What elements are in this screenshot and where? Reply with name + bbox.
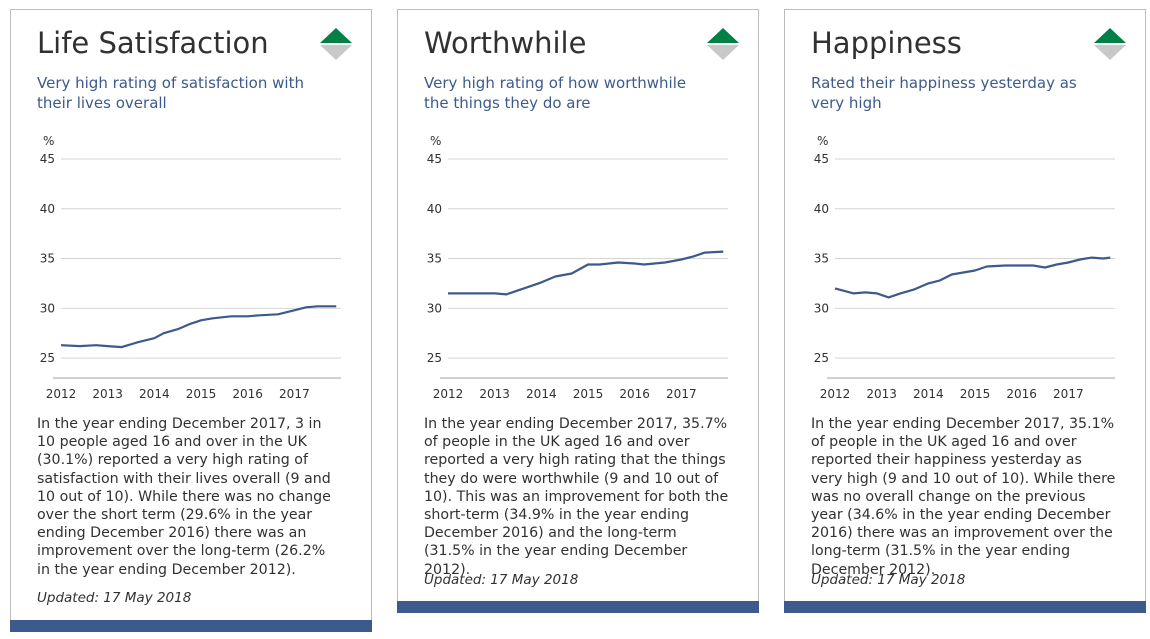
indicator-up-icon [707, 28, 739, 43]
indicator-down-icon [1094, 45, 1126, 60]
y-tick-label: 35 [814, 252, 829, 266]
trend-indicator-icon [707, 28, 739, 60]
card-description: In the year ending December 2017, 3 in 1… [37, 416, 331, 578]
card-description: In the year ending December 2017, 35.7% … [424, 416, 729, 578]
indicator-down-icon [707, 45, 739, 60]
card-happiness: Happiness Rated their happiness yesterda… [784, 9, 1146, 613]
card-title: Worthwhile [424, 26, 587, 60]
y-tick-label: 35 [427, 252, 442, 266]
x-tick-label: 2013 [866, 387, 897, 401]
y-tick-label: 25 [427, 351, 442, 365]
card-life-satisfaction: Life Satisfaction Very high rating of sa… [10, 9, 372, 632]
x-tick-label: 2015 [186, 387, 217, 401]
line-chart: % 25 30 35 40 45 2012 2013 2014 2015 2016 2017 [814, 134, 1115, 401]
y-axis-label: % [817, 134, 828, 148]
y-tick-label: 35 [40, 252, 55, 266]
x-tick-label: 2012 [820, 387, 851, 401]
card-footer-bar [397, 601, 759, 613]
y-tick-label: 40 [427, 202, 442, 216]
x-tick-label: 2016 [232, 387, 263, 401]
y-axis-label: % [43, 134, 54, 148]
y-tick-label: 30 [40, 301, 55, 315]
x-tick-label: 2015 [573, 387, 604, 401]
indicator-up-icon [320, 28, 352, 43]
x-tick-label: 2014 [139, 387, 170, 401]
x-tick-label: 2016 [1006, 387, 1037, 401]
line-chart: % 25 30 35 40 45 2012 2013 2014 2015 2016 2017 [40, 134, 341, 401]
y-axis-label: % [430, 134, 441, 148]
y-tick-label: 25 [814, 351, 829, 365]
updated-date: Updated: 17 May 2018 [37, 590, 192, 606]
y-tick-label: 45 [427, 152, 442, 166]
card-title: Life Satisfaction [37, 26, 269, 60]
x-tick-label: 2015 [960, 387, 991, 401]
series-line [834, 256, 1111, 299]
y-tick-label: 40 [40, 202, 55, 216]
x-tick-label: 2014 [913, 387, 944, 401]
card-footer-bar [10, 620, 372, 632]
x-tick-label: 2013 [479, 387, 510, 401]
indicator-up-icon [1094, 28, 1126, 43]
x-tick-label: 2012 [46, 387, 77, 401]
card-subtitle: Very high rating of satisfaction with th… [37, 74, 304, 112]
indicator-down-icon [320, 45, 352, 60]
card-worthwhile: Worthwhile Very high rating of how worth… [397, 9, 759, 613]
y-tick-label: 25 [40, 351, 55, 365]
updated-date: Updated: 17 May 2018 [424, 572, 579, 588]
x-tick-label: 2017 [1053, 387, 1084, 401]
y-tick-label: 30 [814, 301, 829, 315]
y-tick-label: 40 [814, 202, 829, 216]
updated-date: Updated: 17 May 2018 [811, 572, 966, 588]
trend-indicator-icon [320, 28, 352, 60]
series-line [60, 305, 337, 349]
x-tick-label: 2012 [433, 387, 464, 401]
x-tick-label: 2016 [619, 387, 650, 401]
y-tick-label: 45 [40, 152, 55, 166]
y-tick-label: 30 [427, 301, 442, 315]
line-chart: % 25 30 35 40 45 2012 2013 2014 2015 2016 2017 [427, 134, 728, 401]
card-subtitle: Rated their happiness yesterday as very … [811, 74, 1077, 112]
card-title: Happiness [811, 26, 962, 60]
card-description: In the year ending December 2017, 35.1% … [811, 416, 1116, 578]
card-subtitle: Very high rating of how worthwhile the t… [424, 74, 687, 112]
x-tick-label: 2017 [666, 387, 697, 401]
x-tick-label: 2013 [92, 387, 123, 401]
x-tick-label: 2017 [279, 387, 310, 401]
series-line [448, 250, 724, 296]
y-tick-label: 45 [814, 152, 829, 166]
x-tick-label: 2014 [526, 387, 557, 401]
trend-indicator-icon [1094, 28, 1126, 60]
card-footer-bar [784, 601, 1146, 613]
